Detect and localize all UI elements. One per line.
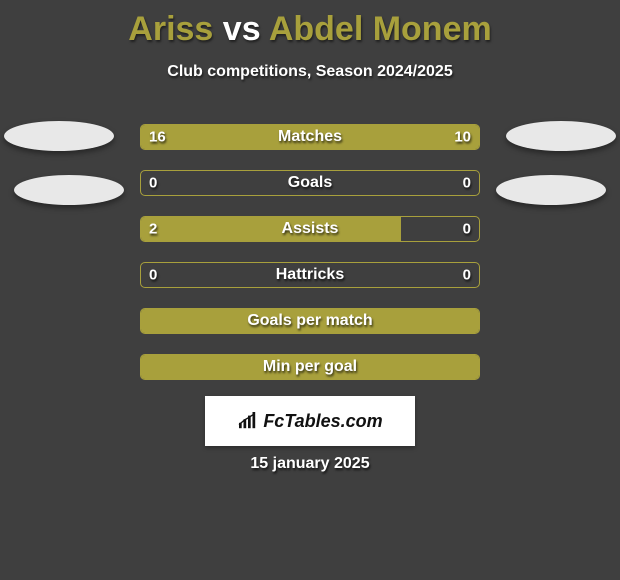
- stat-value-right: 0: [463, 221, 471, 238]
- logo-box: FcTables.com: [205, 396, 415, 446]
- logo-label: FcTables.com: [263, 411, 382, 432]
- stat-label: Goals: [141, 174, 479, 192]
- stat-value-right: 0: [463, 175, 471, 192]
- vs-label: vs: [223, 10, 261, 48]
- stat-row: Goals per match: [140, 308, 480, 334]
- comparison-title: Ariss vs Abdel Monem: [0, 0, 620, 49]
- stat-fill-left: [141, 125, 349, 149]
- stat-fill-left: [141, 309, 479, 333]
- stat-bars: Matches1610Goals00Assists20Hattricks00Go…: [140, 124, 480, 400]
- stat-row: Min per goal: [140, 354, 480, 380]
- stat-label: Hattricks: [141, 266, 479, 284]
- stat-row: Goals0 0: [140, 170, 480, 196]
- stat-row: Matches1610: [140, 124, 480, 150]
- chart-icon: [237, 412, 259, 430]
- stat-fill-right: [349, 125, 479, 149]
- subtitle: Club competitions, Season 2024/2025: [0, 63, 620, 81]
- player2-name: Abdel Monem: [269, 10, 492, 48]
- stat-fill-left: [141, 355, 479, 379]
- stat-fill-left: [141, 217, 401, 241]
- stat-row: Assists20: [140, 216, 480, 242]
- player1-avatar-top: [4, 121, 114, 151]
- player2-avatar-bottom: [496, 175, 606, 205]
- player1-avatar-bottom: [14, 175, 124, 205]
- player2-avatar-top: [506, 121, 616, 151]
- stat-row: Hattricks0 0: [140, 262, 480, 288]
- stat-value-left: 0: [149, 267, 157, 284]
- date-label: 15 january 2025: [0, 455, 620, 473]
- stat-value-right: 0: [463, 267, 471, 284]
- player1-name: Ariss: [128, 10, 213, 48]
- stat-value-left: 0: [149, 175, 157, 192]
- logo-text: FcTables.com: [237, 411, 382, 432]
